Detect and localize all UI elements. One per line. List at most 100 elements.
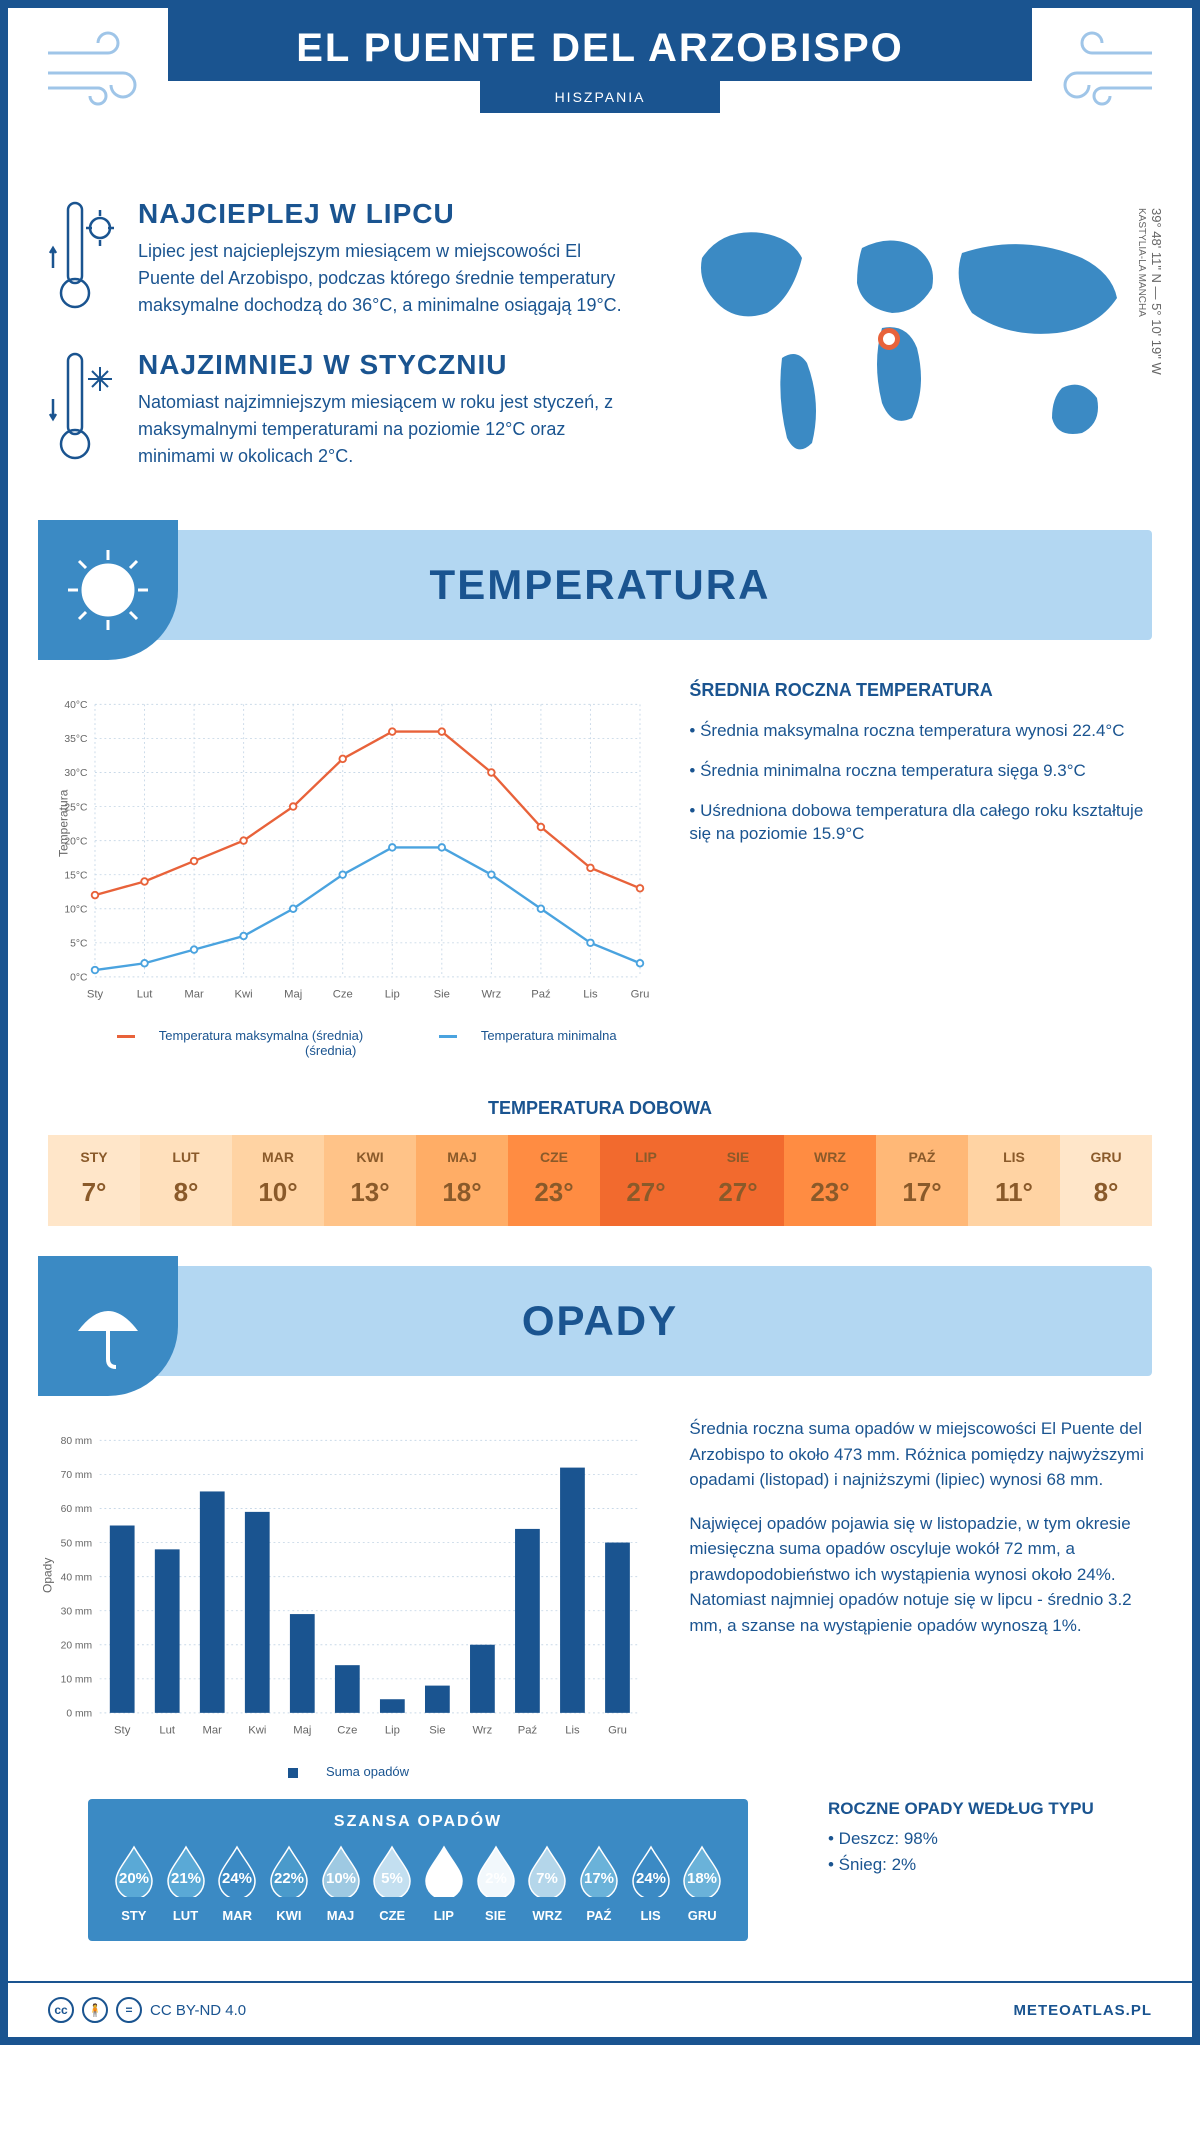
temp-cell: WRZ23° [784, 1135, 876, 1226]
svg-text:Maj: Maj [284, 989, 302, 1001]
svg-text:Gru: Gru [608, 1725, 627, 1737]
svg-text:35°C: 35°C [64, 734, 88, 745]
svg-text:10%: 10% [326, 1870, 356, 1887]
svg-text:22%: 22% [274, 1870, 304, 1887]
daily-temp-title: TEMPERATURA DOBOWA [8, 1098, 1192, 1119]
svg-text:1%: 1% [433, 1870, 455, 1887]
svg-text:17%: 17% [584, 1870, 614, 1887]
svg-text:20%: 20% [119, 1870, 149, 1887]
svg-text:15°C: 15°C [64, 870, 88, 881]
coordinates: 39° 48' 11" N — 5° 10' 19" W KASTYLIA-LA… [1134, 208, 1164, 375]
svg-text:Sty: Sty [87, 989, 104, 1001]
svg-text:Lis: Lis [583, 989, 598, 1001]
thermometer-cold-icon [48, 349, 118, 474]
world-map: 39° 48' 11" N — 5° 10' 19" W KASTYLIA-LA… [672, 198, 1152, 500]
precipitation-bar-chart: Opady 0 mm10 mm20 mm30 mm40 mm50 mm60 mm… [48, 1416, 649, 1756]
svg-text:Kwi: Kwi [235, 989, 253, 1001]
svg-text:Sty: Sty [114, 1725, 131, 1737]
svg-text:18%: 18% [687, 1870, 717, 1887]
rain-drop: 22%KWI [263, 1843, 315, 1923]
wind-icon [1042, 28, 1162, 108]
svg-text:Lut: Lut [159, 1725, 176, 1737]
svg-text:Cze: Cze [333, 989, 353, 1001]
svg-text:Mar: Mar [203, 1725, 223, 1737]
svg-text:Maj: Maj [293, 1725, 311, 1737]
svg-text:70 mm: 70 mm [61, 1470, 93, 1481]
svg-text:Sie: Sie [429, 1725, 445, 1737]
temp-cell: LUT8° [140, 1135, 232, 1226]
rain-drop: 18%GRU [676, 1843, 728, 1923]
temp-cell: STY7° [48, 1135, 140, 1226]
svg-text:10°C: 10°C [64, 904, 88, 915]
temp-cell: GRU8° [1060, 1135, 1152, 1226]
daily-temp-table: STY7°LUT8°MAR10°KWI13°MAJ18°CZE23°LIP27°… [48, 1135, 1152, 1226]
svg-text:40°C: 40°C [64, 700, 88, 711]
svg-text:Lis: Lis [565, 1725, 580, 1737]
svg-text:80 mm: 80 mm [61, 1436, 93, 1447]
svg-text:Wrz: Wrz [472, 1725, 492, 1737]
rain-drop: 20%STY [108, 1843, 160, 1923]
coldest-title: NAJZIMNIEJ W STYCZNIU [138, 349, 632, 381]
temp-chart-legend: Temperatura maksymalna (średnia) Tempera… [48, 1028, 649, 1058]
rain-drop: 10%MAJ [315, 1843, 367, 1923]
rain-section-header: OPADY [48, 1266, 1152, 1376]
by-icon: 🧍 [82, 1997, 108, 2023]
svg-text:30°C: 30°C [64, 768, 88, 779]
page-title: EL PUENTE DEL ARZOBISPO [168, 26, 1032, 71]
svg-text:7%: 7% [536, 1870, 558, 1887]
hottest-block: NAJCIEPLEJ W LIPCU Lipiec jest najcieple… [48, 198, 632, 323]
footer: cc 🧍 = CC BY-ND 4.0 METEOATLAS.PL [8, 1981, 1192, 2037]
svg-text:50 mm: 50 mm [61, 1538, 93, 1549]
svg-text:Wrz: Wrz [481, 989, 501, 1001]
svg-text:60 mm: 60 mm [61, 1504, 93, 1515]
country-label: HISZPANIA [480, 81, 720, 113]
rain-type-info: ROCZNE OPADY WEDŁUG TYPU • Deszcz: 98% •… [828, 1799, 1152, 1941]
svg-text:Paź: Paź [518, 1725, 538, 1737]
temp-cell: MAR10° [232, 1135, 324, 1226]
svg-text:40 mm: 40 mm [61, 1572, 93, 1583]
site-name: METEOATLAS.PL [1013, 2002, 1152, 2019]
svg-text:20 mm: 20 mm [61, 1640, 93, 1651]
temp-cell: SIE27° [692, 1135, 784, 1226]
rain-drop: 5%CZE [366, 1843, 418, 1923]
nd-icon: = [116, 1997, 142, 2023]
svg-text:Lut: Lut [137, 989, 154, 1001]
svg-text:Sie: Sie [434, 989, 450, 1001]
svg-text:10 mm: 10 mm [61, 1675, 93, 1686]
temp-cell: PAŹ17° [876, 1135, 968, 1226]
svg-text:30 mm: 30 mm [61, 1606, 93, 1617]
temp-cell: LIP27° [600, 1135, 692, 1226]
rain-drop: 1%LIP [418, 1843, 470, 1923]
header: EL PUENTE DEL ARZOBISPO HISZPANIA [8, 8, 1192, 178]
svg-text:5°C: 5°C [70, 939, 88, 950]
temp-cell: LIS11° [968, 1135, 1060, 1226]
rain-chance-box: SZANSA OPADÓW 20%STY21%LUT24%MAR22%KWI10… [88, 1799, 748, 1941]
svg-text:2%: 2% [485, 1870, 507, 1887]
wind-icon [38, 28, 158, 108]
rain-drop: 7%WRZ [521, 1843, 573, 1923]
temp-cell: CZE23° [508, 1135, 600, 1226]
temp-section-header: TEMPERATURA [48, 530, 1152, 640]
svg-text:21%: 21% [170, 1870, 200, 1887]
svg-text:Gru: Gru [631, 989, 650, 1001]
sun-icon [38, 520, 178, 660]
rain-drop: 24%MAR [211, 1843, 263, 1923]
rain-chart-legend: Suma opadów [48, 1764, 649, 1779]
svg-text:Lip: Lip [385, 1725, 400, 1737]
svg-text:Cze: Cze [337, 1725, 357, 1737]
temp-cell: KWI13° [324, 1135, 416, 1226]
svg-text:Kwi: Kwi [248, 1725, 266, 1737]
svg-text:0 mm: 0 mm [66, 1709, 92, 1720]
rain-heading: OPADY [522, 1297, 678, 1345]
svg-text:5%: 5% [381, 1870, 403, 1887]
rain-drop: 17%PAŹ [573, 1843, 625, 1923]
umbrella-icon [38, 1256, 178, 1396]
rain-drop: 2%SIE [470, 1843, 522, 1923]
cc-icon: cc [48, 1997, 74, 2023]
svg-text:24%: 24% [222, 1870, 252, 1887]
rain-info: Średnia roczna suma opadów w miejscowośc… [689, 1416, 1152, 1779]
hottest-title: NAJCIEPLEJ W LIPCU [138, 198, 632, 230]
temp-cell: MAJ18° [416, 1135, 508, 1226]
svg-text:Paź: Paź [531, 989, 551, 1001]
thermometer-hot-icon [48, 198, 118, 323]
